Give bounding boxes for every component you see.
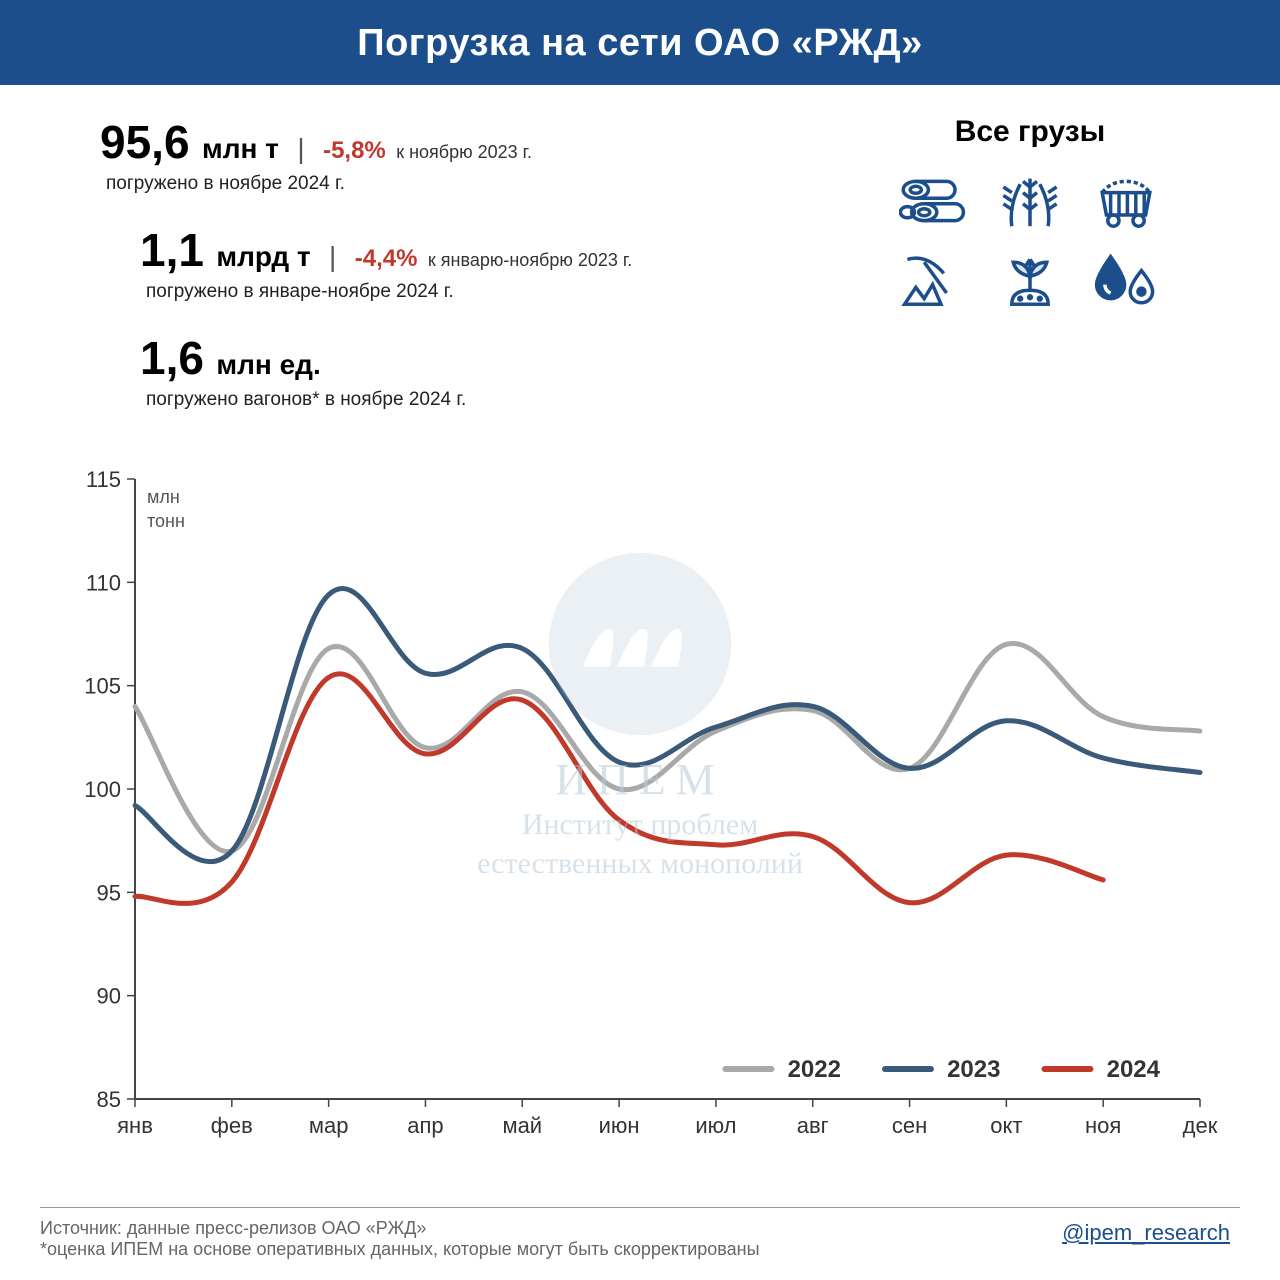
footer-note: *оценка ИПЕМ на основе оперативных данны… xyxy=(40,1239,1240,1260)
svg-text:95: 95 xyxy=(97,880,121,905)
stat1-delta: -5,8% xyxy=(323,137,386,164)
cargo-block: Все грузы xyxy=(860,115,1200,439)
mining-icon xyxy=(899,249,969,309)
plant-icon xyxy=(995,249,1065,309)
stat1-ref: к ноябрю 2023 г. xyxy=(396,142,532,162)
svg-text:ноя: ноя xyxy=(1085,1113,1121,1138)
svg-text:окт: окт xyxy=(990,1113,1022,1138)
stat2-unit: млрд т xyxy=(216,241,310,272)
svg-text:105: 105 xyxy=(84,674,121,699)
stat1-unit: млн т xyxy=(202,133,279,164)
svg-text:90: 90 xyxy=(97,984,121,1009)
svg-text:дек: дек xyxy=(1183,1113,1218,1138)
stat-row-1: 95,6 млн т | -5,8% к ноябрю 2023 г. погр… xyxy=(80,115,860,195)
title-text: Погрузка на сети ОАО «РЖД» xyxy=(357,22,922,64)
stat2-sep: | xyxy=(329,241,336,272)
svg-text:июн: июн xyxy=(599,1113,640,1138)
stat2-value: 1,1 xyxy=(140,224,204,276)
svg-text:тонн: тонн xyxy=(147,511,185,531)
svg-text:май: май xyxy=(502,1113,542,1138)
svg-text:85: 85 xyxy=(97,1087,121,1112)
svg-text:мар: мар xyxy=(309,1113,349,1138)
svg-text:фев: фев xyxy=(211,1113,253,1138)
chart-svg: 85 90 95 100 105 110 115 млн тонн янв фев мар апр май… xyxy=(60,459,1220,1159)
oil-drops-icon xyxy=(1091,249,1161,309)
svg-text:янв: янв xyxy=(117,1113,153,1138)
stat1-sub: погружено в ноябре 2024 г. xyxy=(100,173,860,195)
wheat-icon xyxy=(995,171,1065,231)
chart: ИПЕМ Институт проблем естественных моноп… xyxy=(60,459,1220,1159)
svg-text:сен: сен xyxy=(892,1113,927,1138)
coal-cart-icon xyxy=(1091,171,1161,231)
footer-handle[interactable]: @ipem_research xyxy=(1062,1220,1230,1246)
svg-text:2024: 2024 xyxy=(1107,1056,1161,1083)
svg-text:авг: авг xyxy=(797,1113,829,1138)
svg-text:2023: 2023 xyxy=(947,1056,1000,1083)
stat2-ref: к январю-ноябрю 2023 г. xyxy=(428,250,632,270)
stat2-delta: -4,4% xyxy=(355,245,418,272)
footer: Источник: данные пресс-релизов ОАО «РЖД»… xyxy=(40,1207,1240,1260)
cargo-icons xyxy=(860,171,1200,309)
svg-text:100: 100 xyxy=(84,777,121,802)
stat3-value: 1,6 xyxy=(140,332,204,384)
svg-text:апр: апр xyxy=(407,1113,443,1138)
svg-text:млн: млн xyxy=(147,487,180,507)
cargo-title: Все грузы xyxy=(860,115,1200,149)
stat-row-3: 1,6 млн ед. погружено вагонов* в ноябре … xyxy=(80,331,860,411)
stats-left: 95,6 млн т | -5,8% к ноябрю 2023 г. погр… xyxy=(80,115,860,439)
stat3-unit: млн ед. xyxy=(216,349,320,380)
logs-icon xyxy=(899,171,969,231)
stats-block: 95,6 млн т | -5,8% к ноябрю 2023 г. погр… xyxy=(0,85,1280,449)
stat-row-2: 1,1 млрд т | -4,4% к январю-ноябрю 2023 … xyxy=(80,223,860,303)
svg-text:110: 110 xyxy=(86,570,121,595)
stat1-value: 95,6 xyxy=(100,116,190,168)
footer-source: Источник: данные пресс-релизов ОАО «РЖД» xyxy=(40,1218,1240,1239)
stat2-sub: погружено в январе-ноябре 2024 г. xyxy=(140,281,860,303)
stat3-sub: погружено вагонов* в ноябре 2024 г. xyxy=(140,389,860,411)
page-title: Погрузка на сети ОАО «РЖД» xyxy=(0,0,1280,85)
stat1-sep: | xyxy=(297,133,304,164)
svg-text:2022: 2022 xyxy=(788,1056,841,1083)
svg-text:июл: июл xyxy=(695,1113,736,1138)
svg-text:115: 115 xyxy=(86,467,121,492)
